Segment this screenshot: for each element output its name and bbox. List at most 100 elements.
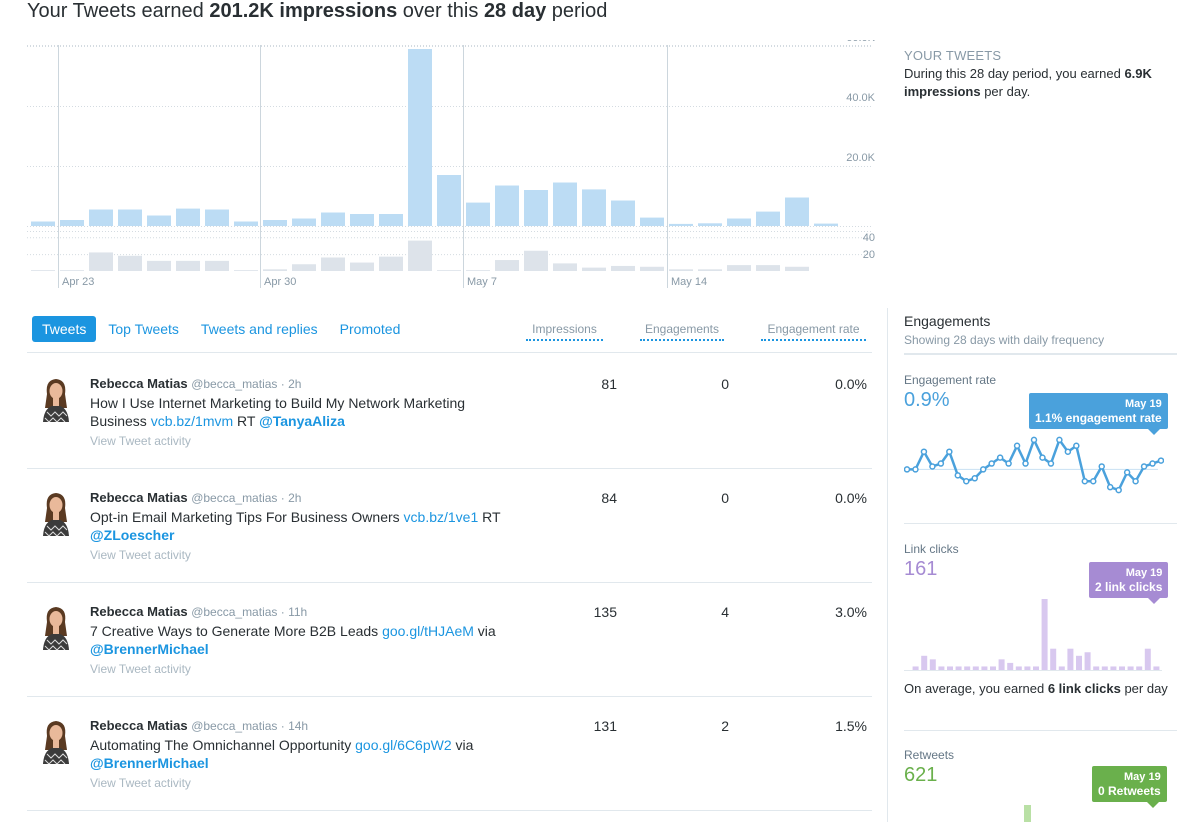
- impressions-bar[interactable]: [118, 209, 142, 227]
- impressions-bar[interactable]: [437, 175, 461, 226]
- link-clicks-bar[interactable]: [1024, 666, 1031, 670]
- impressions-bar[interactable]: [234, 221, 258, 227]
- engagements-bar[interactable]: [31, 270, 55, 271]
- tab-tweets[interactable]: Tweets: [32, 316, 97, 342]
- link-clicks-bar[interactable]: [1110, 666, 1117, 670]
- impressions-bar[interactable]: [350, 214, 374, 226]
- link-clicks-bar[interactable]: [1067, 648, 1074, 670]
- engagements-bar[interactable]: [495, 260, 519, 271]
- link-clicks-bar[interactable]: [1033, 666, 1039, 670]
- impressions-bar[interactable]: [292, 218, 316, 227]
- tweet-row[interactable]: Rebecca Matias @becca_matias · 14h Autom…: [27, 696, 872, 810]
- link-clicks-bar[interactable]: [929, 659, 936, 670]
- rate-point[interactable]: [971, 475, 978, 482]
- engagements-bar[interactable]: [379, 256, 403, 271]
- engagements-bar[interactable]: [611, 265, 635, 271]
- rate-point[interactable]: [1047, 460, 1055, 467]
- engagements-bar[interactable]: [727, 265, 751, 271]
- link-clicks-bar[interactable]: [964, 666, 971, 670]
- impressions-bar[interactable]: [89, 209, 113, 227]
- engagements-bar[interactable]: [669, 269, 693, 271]
- rate-point[interactable]: [988, 460, 995, 467]
- engagements-bar[interactable]: [466, 270, 490, 271]
- impressions-bar[interactable]: [263, 220, 287, 226]
- engagements-bar[interactable]: [205, 260, 229, 271]
- link-clicks-bar[interactable]: [1041, 599, 1048, 670]
- engagements-bar[interactable]: [785, 266, 809, 271]
- tweet-mention[interactable]: @TanyaAliza: [259, 413, 345, 429]
- rate-point[interactable]: [1005, 460, 1012, 467]
- rate-point[interactable]: [1098, 463, 1105, 470]
- link-clicks-bar[interactable]: [938, 666, 945, 670]
- engagements-bar[interactable]: [263, 269, 287, 271]
- engagements-bar[interactable]: [89, 252, 113, 271]
- rate-point[interactable]: [929, 463, 936, 470]
- tweet-row[interactable]: Rebecca Matias @becca_matias · 11h 7 Cre…: [27, 582, 872, 696]
- rate-point[interactable]: [996, 454, 1004, 461]
- author-name[interactable]: Rebecca Matias: [90, 490, 188, 505]
- engagements-bar[interactable]: [147, 260, 171, 271]
- tweet-mention[interactable]: @ZLoescher: [90, 527, 175, 543]
- tweet-row[interactable]: Rebecca Matias @becca_matias · 2h How I …: [27, 354, 872, 468]
- impressions-bar[interactable]: [640, 217, 664, 226]
- rate-point[interactable]: [1123, 469, 1131, 476]
- engagements-bar[interactable]: [553, 263, 577, 271]
- link-clicks-bar[interactable]: [1144, 648, 1151, 670]
- author-name[interactable]: Rebecca Matias: [90, 604, 188, 619]
- impressions-bar[interactable]: [31, 221, 55, 227]
- author-handle[interactable]: @becca_matias · 14h: [191, 719, 309, 733]
- rate-point[interactable]: [1115, 486, 1122, 494]
- tweet-link[interactable]: goo.gl/tHJAeM: [382, 623, 474, 639]
- tweet-link[interactable]: goo.gl/6C6pW2: [355, 737, 452, 753]
- tweet-link[interactable]: vcb.bz/1mvm: [150, 413, 234, 429]
- view-tweet-activity-link[interactable]: View Tweet activity: [90, 776, 191, 790]
- tweet-link[interactable]: vcb.bz/1ve1: [403, 509, 479, 525]
- link-clicks-bar[interactable]: [947, 666, 953, 670]
- tab-tweets-and-replies[interactable]: Tweets and replies: [200, 321, 318, 337]
- rate-point[interactable]: [1022, 460, 1029, 467]
- rate-point[interactable]: [1013, 442, 1021, 450]
- rate-point[interactable]: [1149, 460, 1156, 467]
- engagements-bar[interactable]: [698, 269, 722, 271]
- impressions-bar[interactable]: [379, 214, 403, 226]
- rate-point[interactable]: [912, 466, 919, 473]
- rate-point[interactable]: [937, 460, 945, 467]
- tab-promoted[interactable]: Promoted: [339, 321, 401, 337]
- engagements-bar[interactable]: [118, 255, 142, 271]
- impressions-bar[interactable]: [147, 215, 171, 227]
- engagements-bar[interactable]: [640, 266, 664, 271]
- impressions-bar[interactable]: [582, 189, 606, 226]
- impressions-bar[interactable]: [60, 220, 84, 226]
- tab-top-tweets[interactable]: Top Tweets: [108, 321, 179, 337]
- avatar[interactable]: [39, 488, 73, 536]
- link-clicks-bar[interactable]: [972, 666, 979, 670]
- impressions-bar[interactable]: [727, 218, 751, 227]
- rate-point[interactable]: [1081, 477, 1089, 485]
- impressions-bar[interactable]: [524, 190, 548, 226]
- view-tweet-activity-link[interactable]: View Tweet activity: [90, 434, 191, 448]
- tweet-mention[interactable]: @BrennerMichael: [90, 641, 209, 657]
- rate-point[interactable]: [1106, 483, 1114, 491]
- rate-point[interactable]: [946, 448, 953, 455]
- link-clicks-bar[interactable]: [981, 666, 988, 670]
- engagements-bar[interactable]: [582, 267, 606, 271]
- link-clicks-bar[interactable]: [1050, 648, 1057, 670]
- column-impressions[interactable]: Impressions: [526, 322, 603, 341]
- rate-point[interactable]: [1090, 477, 1097, 485]
- impressions-bar[interactable]: [553, 182, 577, 227]
- link-clicks-bar[interactable]: [1076, 655, 1082, 670]
- rate-point[interactable]: [979, 466, 987, 473]
- rate-point[interactable]: [1039, 454, 1046, 461]
- impressions-bar[interactable]: [495, 185, 519, 227]
- link-clicks-bar[interactable]: [1058, 666, 1065, 670]
- author-name[interactable]: Rebecca Matias: [90, 718, 188, 733]
- link-clicks-bar[interactable]: [921, 655, 928, 670]
- engagements-bar[interactable]: [524, 250, 548, 271]
- author-name[interactable]: Rebecca Matias: [90, 376, 188, 391]
- rate-point[interactable]: [1064, 448, 1072, 455]
- rate-point[interactable]: [1073, 442, 1080, 450]
- rate-point[interactable]: [1132, 477, 1139, 485]
- author-handle[interactable]: @becca_matias · 2h: [191, 491, 302, 505]
- link-clicks-bar[interactable]: [1153, 666, 1160, 670]
- avatar[interactable]: [39, 716, 73, 764]
